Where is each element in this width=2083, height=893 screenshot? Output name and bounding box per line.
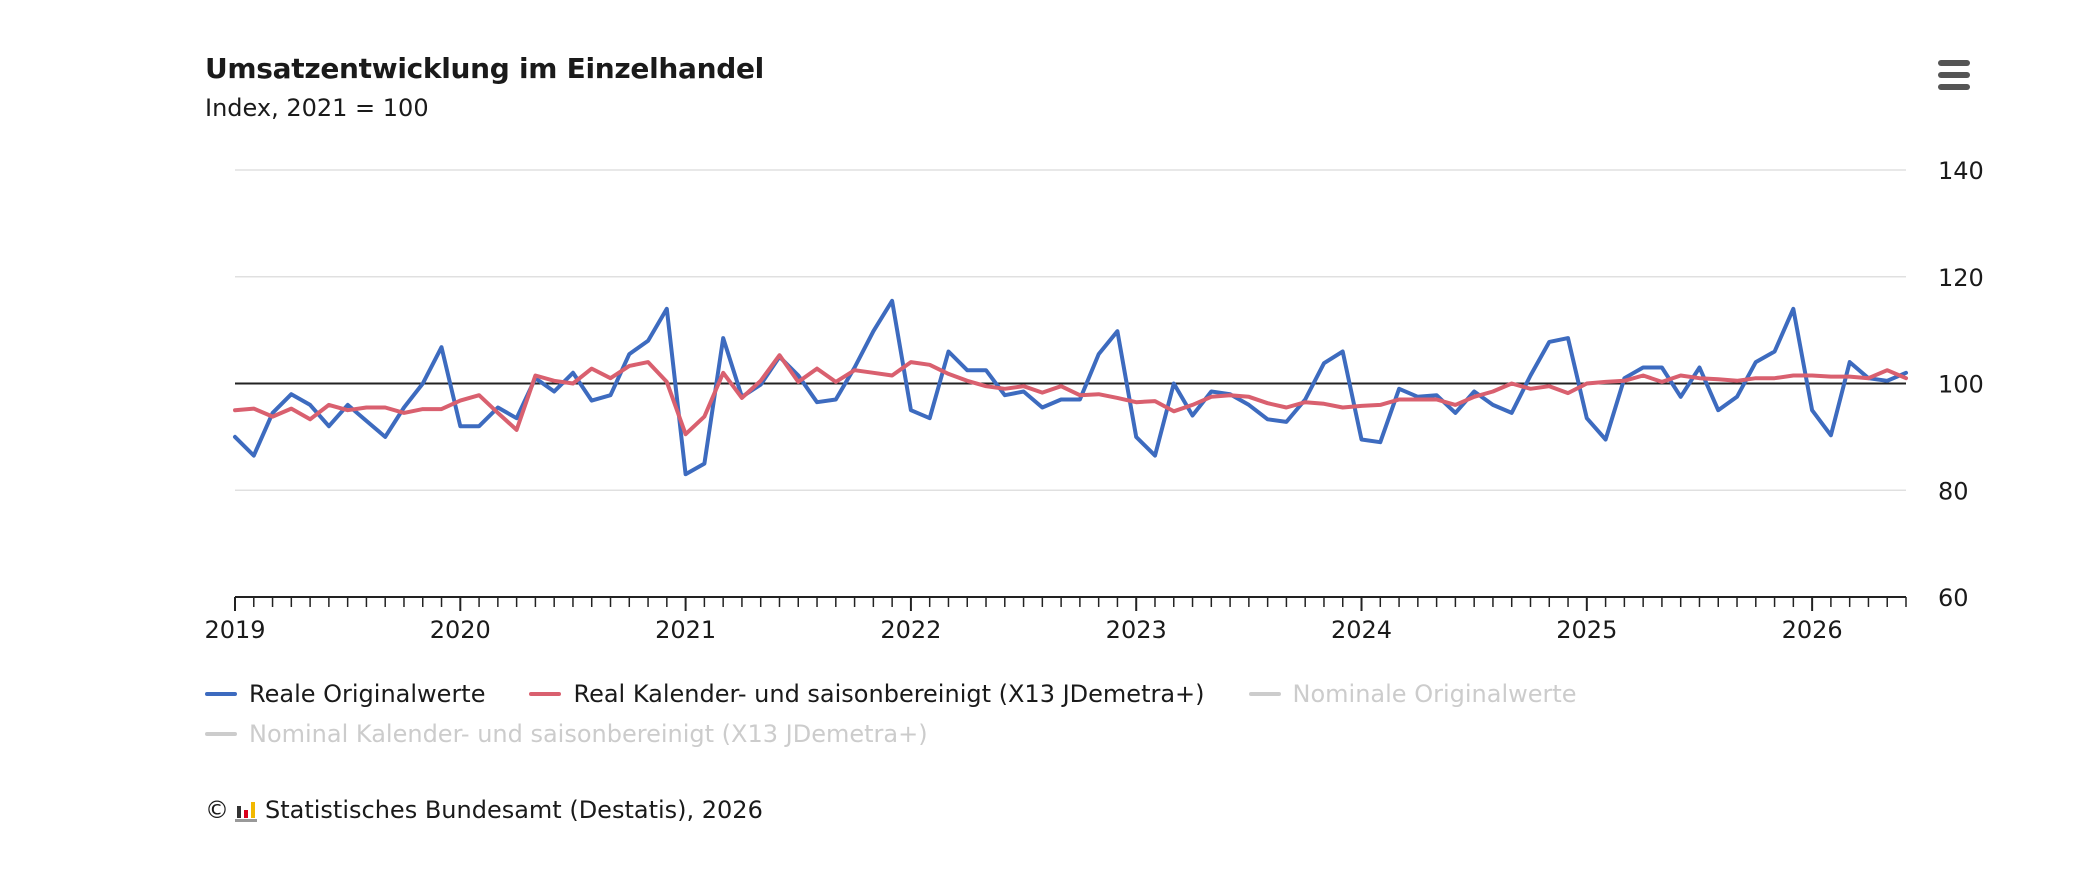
chart-title: Umsatzentwicklung im Einzelhandel <box>205 52 764 85</box>
y-tick-label: 80 <box>1938 477 1969 505</box>
x-tick-label: 2020 <box>430 616 491 644</box>
x-tick-label: 2019 <box>204 616 265 644</box>
legend-label: Real Kalender- und saisonbereinigt (X13 … <box>573 680 1205 708</box>
series-lines <box>233 298 1908 477</box>
legend-item-2[interactable]: Nominale Originalwerte <box>1248 674 1577 714</box>
legend-swatch-icon <box>205 692 237 696</box>
legend-label: Nominal Kalender- und saisonbereinigt (X… <box>249 720 928 748</box>
x-tick-label: 2025 <box>1556 616 1617 644</box>
y-axis-labels: 60 80 100 120 140 <box>1938 157 1984 612</box>
legend-swatch-icon <box>1248 692 1281 696</box>
destatis-logo-icon <box>235 798 257 822</box>
x-tick-label: 2026 <box>1782 616 1843 644</box>
legend: Reale Originalwerte Real Kalender- und sa… <box>205 674 1905 754</box>
grid-lines <box>235 169 1906 491</box>
y-tick-label: 60 <box>1938 584 1969 612</box>
x-tick-label: 2023 <box>1106 616 1167 644</box>
x-axis: 2019 2020 2021 2022 2023 2024 2025 2026 <box>204 596 1907 644</box>
credit: © Statistisches Bundesamt (Destatis), 20… <box>205 796 763 824</box>
series-line-0[interactable] <box>233 298 1908 477</box>
x-tick-label: 2024 <box>1331 616 1392 644</box>
legend-item-3[interactable]: Nominal Kalender- und saisonbereinigt (X… <box>205 714 928 754</box>
legend-label: Reale Originalwerte <box>249 680 486 708</box>
y-tick-label: 100 <box>1938 371 1984 399</box>
legend-item-0[interactable]: Reale Originalwerte <box>205 674 485 714</box>
x-tick-label: 2022 <box>880 616 941 644</box>
credit-text: Statistisches Bundesamt (Destatis), 2026 <box>265 796 763 824</box>
legend-item-1[interactable]: Real Kalender- und saisonbereinigt (X13 … <box>529 674 1205 714</box>
x-tick-label: 2021 <box>655 616 716 644</box>
legend-swatch-icon <box>205 732 237 736</box>
y-tick-label: 120 <box>1938 264 1984 292</box>
chart-subtitle: Index, 2021 = 100 <box>205 94 429 122</box>
series-line-1[interactable] <box>233 353 1908 437</box>
y-tick-label: 140 <box>1938 157 1984 185</box>
hamburger-menu-icon[interactable] <box>1932 56 1976 94</box>
copyright-symbol: © <box>205 796 229 824</box>
legend-label: Nominale Originalwerte <box>1292 680 1577 708</box>
legend-swatch-icon <box>529 692 562 696</box>
